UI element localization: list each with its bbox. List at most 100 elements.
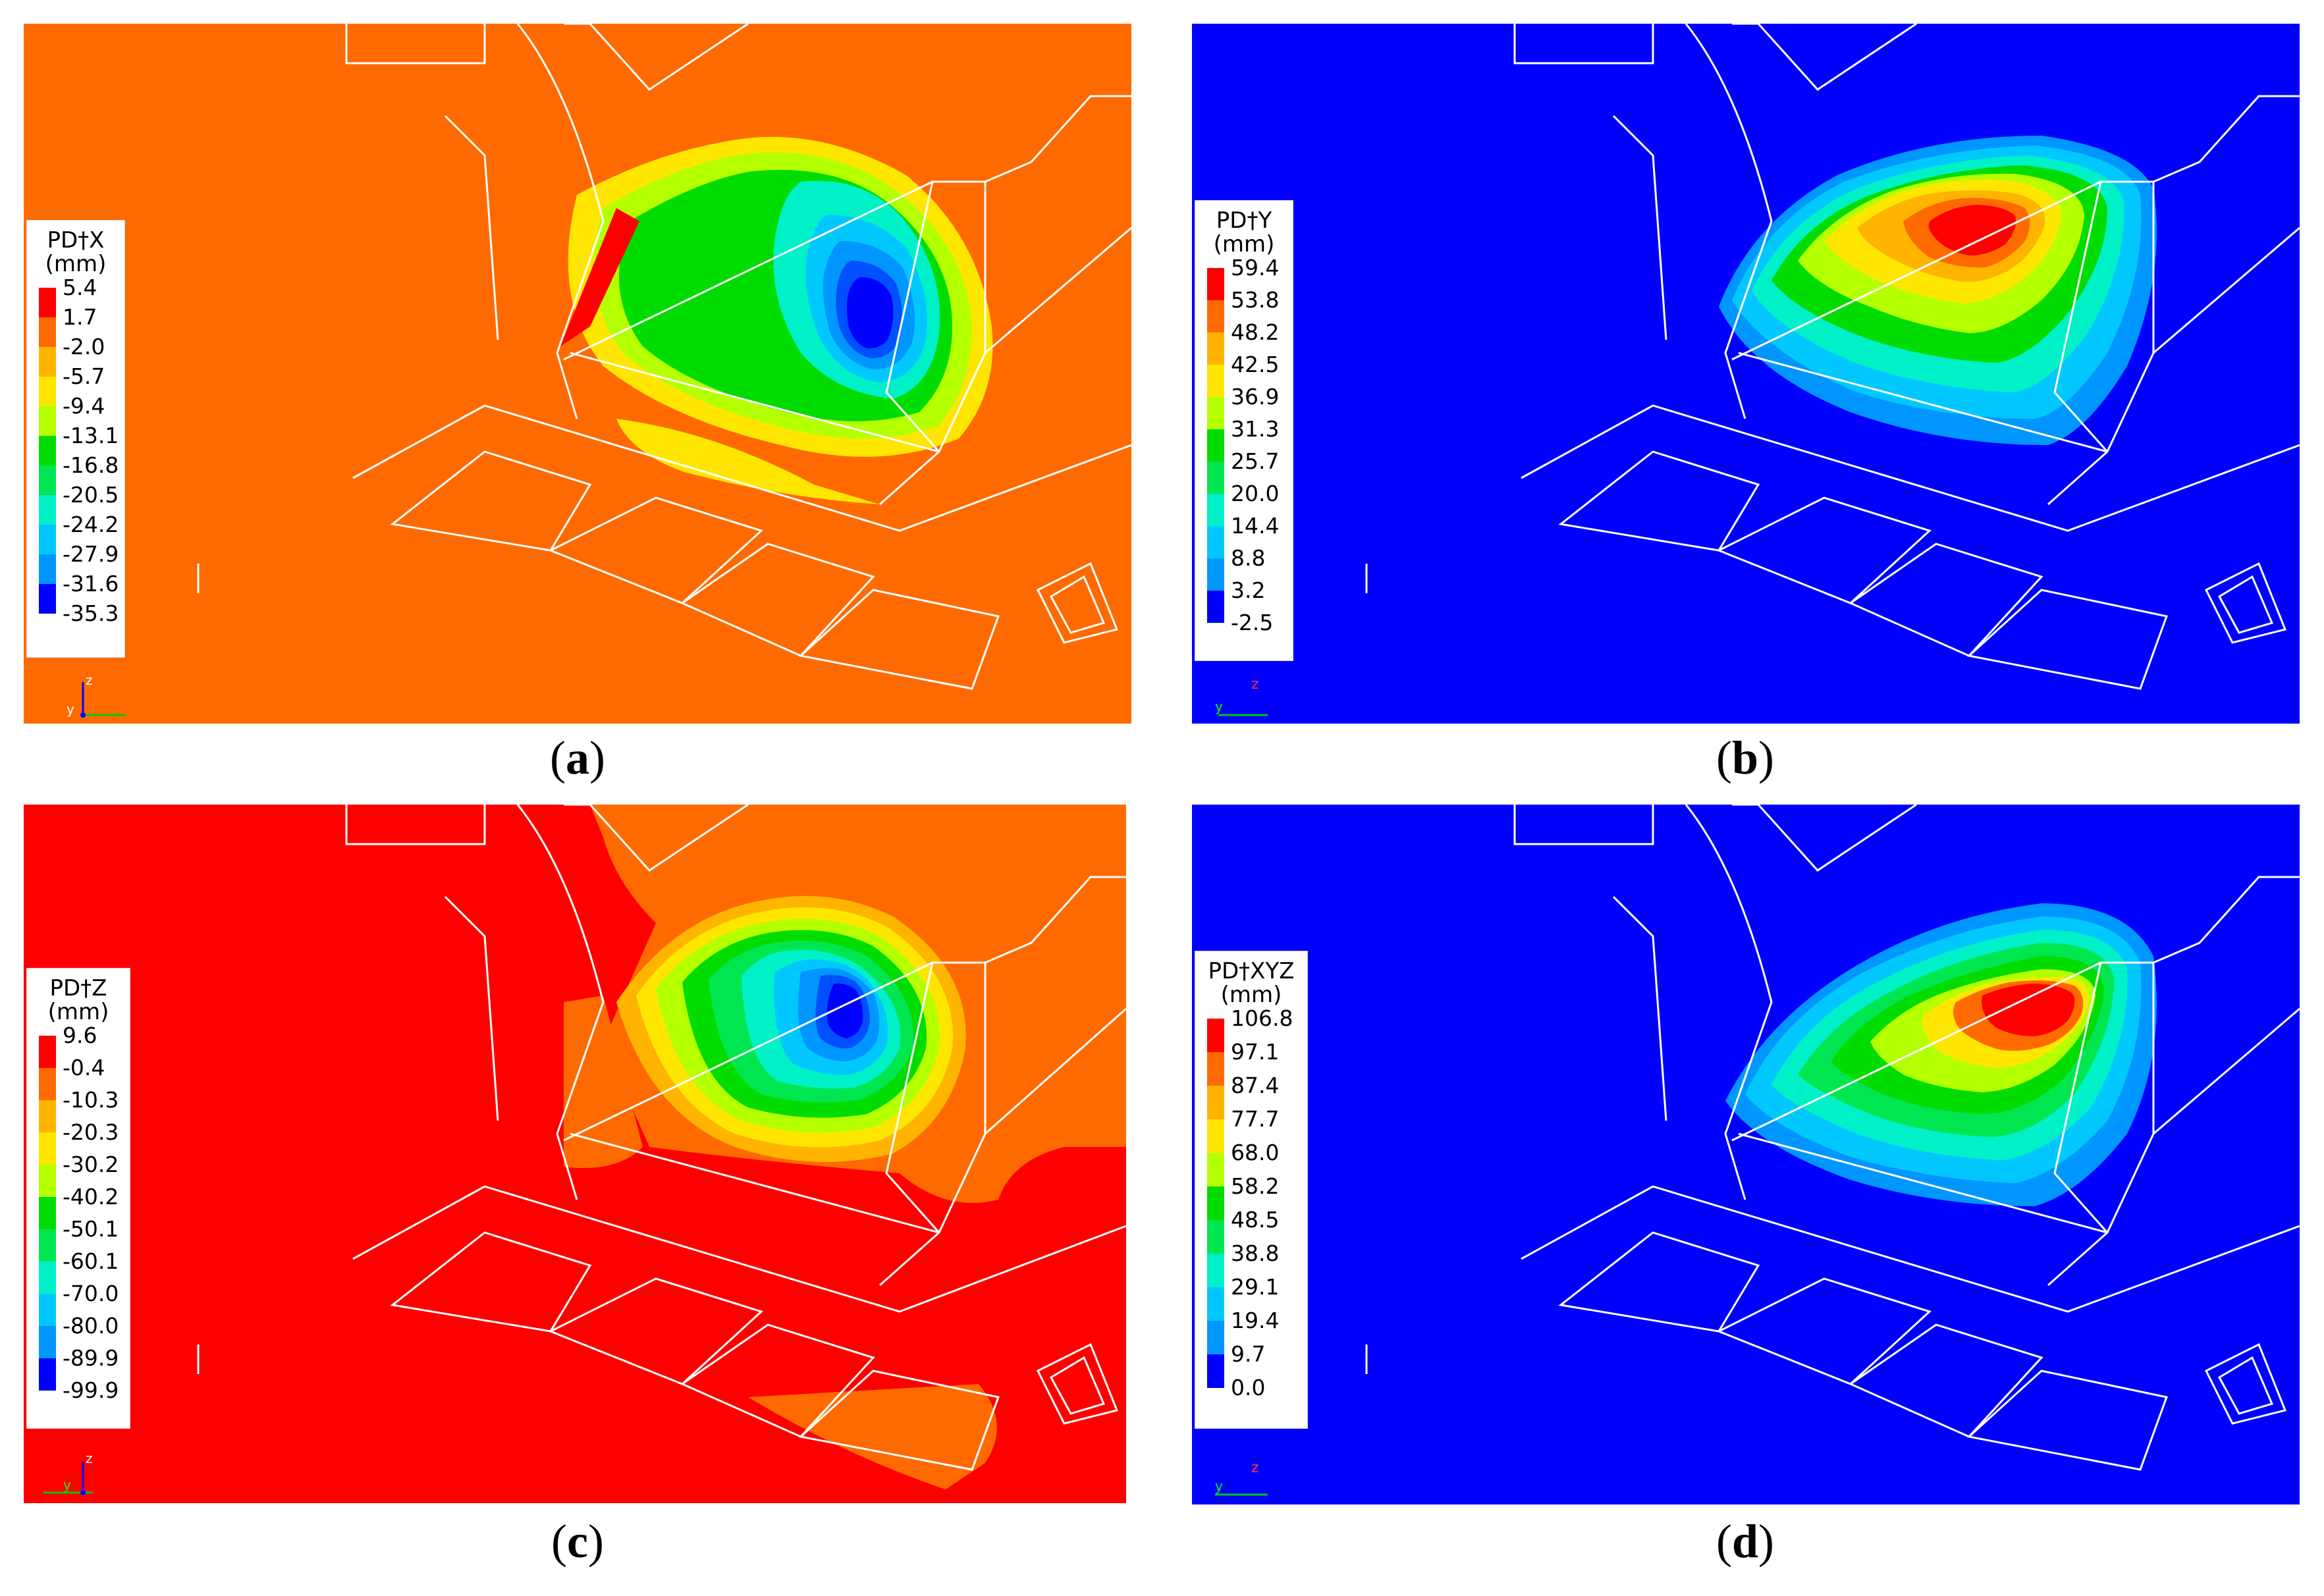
panel-d-pdxyz-contour: PD†XYZ (mm) 106.8 97.1 87.4 77.7 68.0 58… bbox=[1192, 805, 2300, 1504]
legend-tick: 9.6 bbox=[63, 1023, 97, 1048]
colorbar-legend-c: PD†Z (mm) 9.6 -0.4 -10.3 -20.3 -30.2 -40… bbox=[26, 968, 130, 1429]
legend-tick: 14.4 bbox=[1231, 513, 1280, 539]
swatch-7 bbox=[39, 466, 56, 495]
swatch-1 bbox=[1207, 1019, 1224, 1052]
swatch-1 bbox=[39, 1036, 56, 1068]
contour-band-red bbox=[1928, 205, 2016, 255]
legend-tick: -2.0 bbox=[63, 334, 105, 359]
axis-label-z: z bbox=[86, 1450, 93, 1466]
swatch-6 bbox=[1207, 429, 1224, 462]
legend-tick: 3.2 bbox=[1231, 577, 1266, 603]
contour-plot-a bbox=[24, 24, 1131, 724]
contour-band-lower-yellow bbox=[616, 419, 880, 504]
legend-title-line1: PD†Z bbox=[49, 975, 107, 1001]
swatch-1 bbox=[39, 288, 56, 317]
swatch-11 bbox=[1207, 591, 1224, 623]
swatch-5 bbox=[1207, 1153, 1224, 1186]
legend-tick: 48.2 bbox=[1231, 319, 1280, 345]
caption-c: (c) bbox=[551, 1515, 604, 1568]
swatch-6 bbox=[39, 436, 56, 466]
swatch-9 bbox=[1207, 526, 1224, 558]
swatch-8 bbox=[39, 495, 56, 525]
legend-title-line2: (mm) bbox=[45, 251, 107, 277]
legend-tick: -20.5 bbox=[63, 482, 119, 508]
swatch-4 bbox=[39, 377, 56, 406]
legend-tick: 59.4 bbox=[1231, 255, 1280, 280]
swatch-8 bbox=[1207, 1254, 1224, 1287]
axis-label-y: y bbox=[67, 701, 74, 717]
legend-tick: -2.5 bbox=[1231, 610, 1274, 635]
legend-tick: 29.1 bbox=[1231, 1274, 1280, 1300]
swatch-9 bbox=[1207, 1287, 1224, 1321]
caption-b: (b) bbox=[1716, 732, 1774, 784]
swatch-3 bbox=[1207, 1086, 1224, 1119]
axis-label-y: y bbox=[1215, 1478, 1223, 1494]
swatch-11 bbox=[1207, 1354, 1224, 1388]
legend-tick: 38.8 bbox=[1231, 1240, 1280, 1266]
swatch-7 bbox=[1207, 462, 1224, 494]
swatch-2 bbox=[1207, 300, 1224, 332]
swatch-8 bbox=[1207, 494, 1224, 526]
swatch-2 bbox=[1207, 1052, 1224, 1086]
swatch-2 bbox=[39, 1068, 56, 1100]
legend-tick: -40.2 bbox=[63, 1184, 119, 1210]
axis-label-z: z bbox=[86, 676, 93, 688]
swatch-4 bbox=[39, 1132, 56, 1165]
contour-plot-d bbox=[1192, 805, 2300, 1504]
swatch-3 bbox=[1207, 332, 1224, 365]
legend-tick: -35.3 bbox=[63, 600, 119, 626]
legend-tick: 0.0 bbox=[1231, 1375, 1266, 1400]
caption-d: (d) bbox=[1716, 1515, 1774, 1568]
swatch-7 bbox=[1207, 1220, 1224, 1254]
legend-tick: 53.8 bbox=[1231, 287, 1280, 313]
swatch-10 bbox=[1207, 1321, 1224, 1354]
legend-tick: -13.1 bbox=[63, 423, 119, 448]
axis-label-y: y bbox=[63, 1477, 71, 1493]
legend-tick: -89.9 bbox=[63, 1345, 119, 1371]
swatch-5 bbox=[39, 1165, 56, 1197]
swatch-10 bbox=[39, 1326, 56, 1358]
legend-tick: 5.4 bbox=[63, 275, 97, 300]
swatch-2 bbox=[39, 317, 56, 347]
legend-tick: -50.1 bbox=[63, 1216, 119, 1242]
contour-plot-c bbox=[24, 805, 1126, 1503]
axis-label-z: z bbox=[1251, 1460, 1259, 1476]
swatch-9 bbox=[39, 525, 56, 554]
panel-c-pdz-contour: PD†Z (mm) 9.6 -0.4 -10.3 -20.3 -30.2 -40… bbox=[24, 805, 1126, 1503]
legend-tick: -80.0 bbox=[63, 1313, 119, 1339]
legend-tick: 87.4 bbox=[1231, 1073, 1280, 1098]
legend-tick: 77.7 bbox=[1231, 1106, 1280, 1132]
axes-triad-d: z y bbox=[1215, 1460, 1268, 1496]
caption-a: (a) bbox=[550, 732, 605, 784]
swatch-6 bbox=[1207, 1186, 1224, 1220]
plot-background bbox=[1192, 24, 2300, 724]
legend-tick: 25.7 bbox=[1231, 448, 1280, 474]
swatch-1 bbox=[1207, 268, 1224, 300]
legend-tick: -99.9 bbox=[63, 1377, 119, 1403]
swatch-3 bbox=[39, 1100, 56, 1132]
legend-tick: -0.4 bbox=[63, 1055, 105, 1080]
wireframe bbox=[1513, 24, 2300, 690]
axis-label-z: z bbox=[1251, 676, 1259, 693]
axes-triad-a: z y bbox=[67, 676, 126, 718]
legend-tick: -24.2 bbox=[63, 512, 119, 537]
contour-plot-b bbox=[1192, 24, 2300, 724]
legend-title-line2: (mm) bbox=[1213, 231, 1275, 257]
swatch-5 bbox=[1207, 397, 1224, 429]
swatch-11 bbox=[39, 1358, 56, 1391]
swatch-5 bbox=[39, 406, 56, 436]
legend-tick: 9.7 bbox=[1231, 1341, 1266, 1367]
legend-tick: 1.7 bbox=[63, 304, 97, 330]
wireframe bbox=[1513, 805, 2300, 1471]
legend-title-line2: (mm) bbox=[47, 999, 109, 1025]
swatch-10 bbox=[1207, 558, 1224, 591]
panel-a-pdx-contour: PD†X (mm) 5.4 1.7 -2.0 -5.7 -9.4 -13.1 -… bbox=[24, 24, 1131, 724]
legend-tick: -70.0 bbox=[63, 1281, 119, 1306]
contour-band-darkblue bbox=[847, 277, 894, 349]
swatch-4 bbox=[1207, 1119, 1224, 1153]
legend-tick: 20.0 bbox=[1231, 481, 1280, 506]
swatch-9 bbox=[39, 1294, 56, 1326]
legend-tick: 36.9 bbox=[1231, 384, 1280, 410]
legend-tick: 48.5 bbox=[1231, 1207, 1280, 1233]
swatch-3 bbox=[39, 347, 56, 377]
